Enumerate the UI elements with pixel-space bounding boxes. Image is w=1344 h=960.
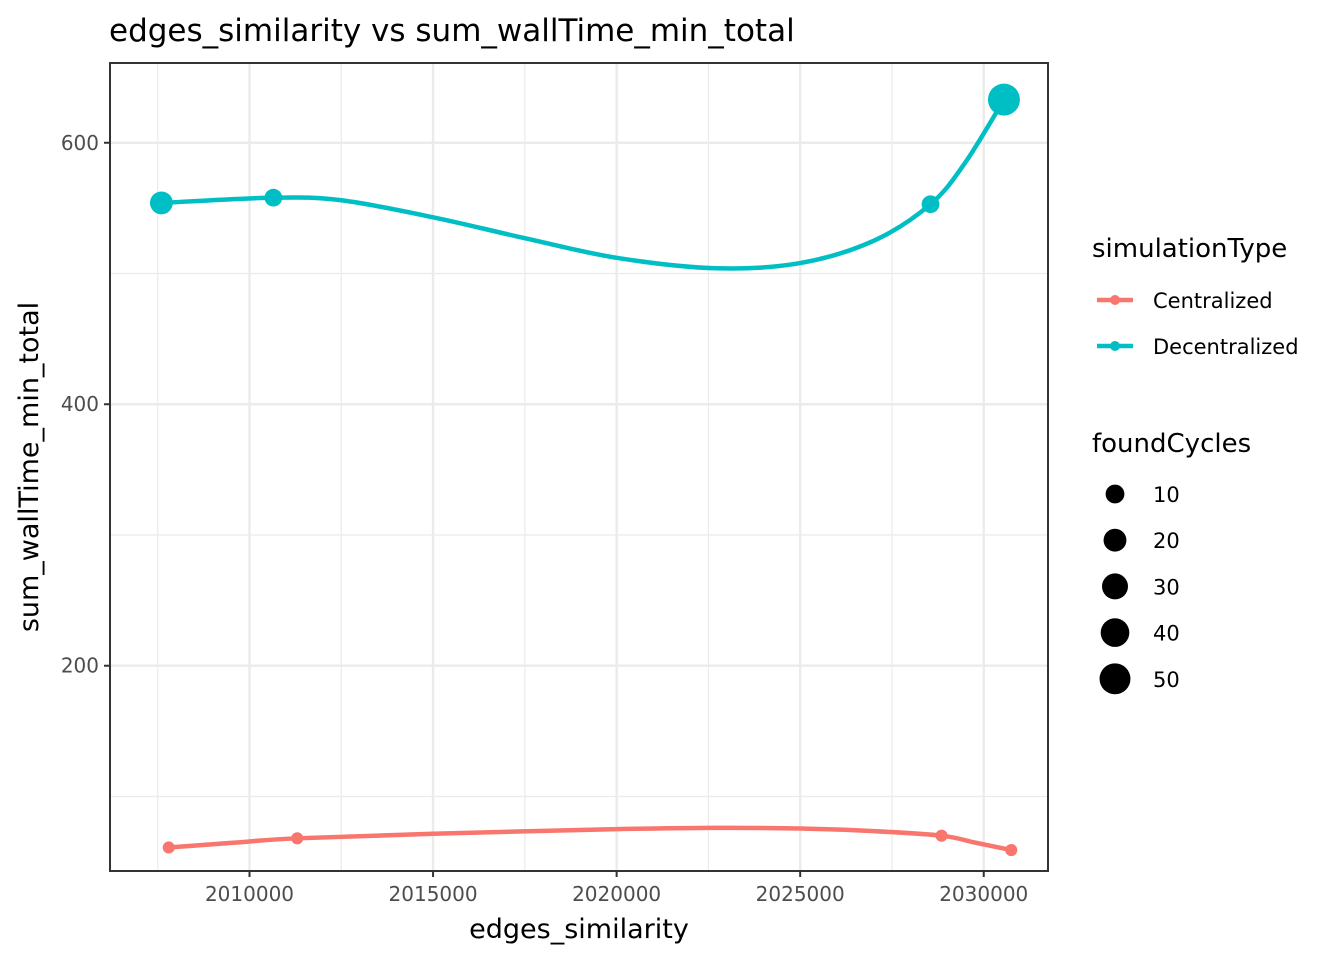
data-point-centralized <box>291 832 304 845</box>
size-legend-label: 10 <box>1153 483 1180 507</box>
x-tick-label: 2020000 <box>572 882 661 906</box>
x-tick-label: 2010000 <box>205 882 294 906</box>
series-line-decentralized <box>159 97 1007 271</box>
panel-border <box>109 62 1049 872</box>
y-tick-label: 400 <box>61 392 99 416</box>
data-point-decentralized <box>921 195 940 214</box>
color-legend-title: simulationType <box>1092 234 1287 264</box>
series-layer <box>149 83 1020 857</box>
size-legend-label: 50 <box>1153 668 1180 692</box>
data-point-centralized <box>935 829 948 842</box>
size-legend-keys: 10 20 30 40 50 <box>1099 483 1180 695</box>
legend-key-point-decentralized <box>1110 341 1120 351</box>
legend-label-decentralized: Decentralized <box>1153 335 1299 359</box>
size-legend-label: 30 <box>1153 575 1180 599</box>
panel-grid <box>110 63 1048 871</box>
chart-title: edges_similarity vs sum_wallTime_min_tot… <box>109 13 795 49</box>
data-point-decentralized <box>149 191 173 215</box>
legend: simulationType CentralizedDecentralized … <box>1092 234 1299 695</box>
size-legend-label: 20 <box>1153 529 1180 553</box>
size-legend-title: foundCycles <box>1092 429 1251 459</box>
x-tick-label: 2030000 <box>939 882 1028 906</box>
data-point-decentralized <box>987 83 1020 116</box>
data-point-decentralized <box>264 188 283 207</box>
data-point-centralized <box>162 841 175 854</box>
size-legend-dot <box>1099 663 1131 695</box>
y-axis-title: sum_wallTime_min_total <box>14 302 45 632</box>
size-legend-label: 40 <box>1153 622 1180 646</box>
x-tick-label: 2025000 <box>756 882 845 906</box>
size-legend-dot <box>1103 528 1127 552</box>
y-tick-label: 600 <box>61 131 99 155</box>
legend-key-point-centralized <box>1110 295 1120 305</box>
color-legend-keys: Centralized Decentralized <box>1097 289 1299 359</box>
y-axis: 200 400 600 <box>61 131 110 678</box>
size-legend-dot <box>1102 573 1128 600</box>
y-tick-label: 200 <box>61 654 99 678</box>
size-legend-dot <box>1100 618 1130 647</box>
x-axis-title: edges_similarity <box>469 914 689 945</box>
legend-label-centralized: Centralized <box>1153 289 1273 313</box>
x-tick-label: 2015000 <box>389 882 478 906</box>
size-legend-dot <box>1105 484 1125 504</box>
data-point-centralized <box>1005 844 1018 857</box>
x-axis: 2010000 2015000 2020000 2025000 2030000 <box>205 871 1028 906</box>
